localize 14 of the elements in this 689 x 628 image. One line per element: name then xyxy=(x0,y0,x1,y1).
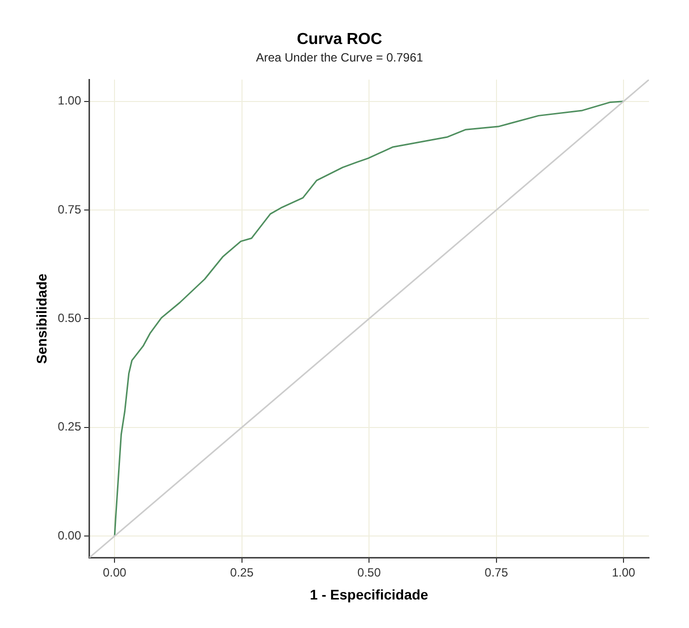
y-tick-label: 0.50 xyxy=(58,311,82,326)
y-tick-label: 0.25 xyxy=(58,420,82,434)
x-axis-title: 1 - Especificidade xyxy=(310,586,428,602)
x-tick-label: 1.00 xyxy=(612,565,636,580)
y-axis-title: Sensibilidade xyxy=(33,273,50,364)
x-tick-label: 0.25 xyxy=(230,565,254,580)
chart-subtitle: Area Under the Curve = 0.7961 xyxy=(256,50,424,65)
x-tick-label: 0.00 xyxy=(102,565,127,580)
chart-title: Curva ROC xyxy=(296,31,383,48)
y-tick-label: 0.75 xyxy=(58,202,82,216)
y-tick-label: 1.00 xyxy=(58,94,82,108)
x-tick-label: 0.50 xyxy=(357,565,382,580)
y-tick-label: 0.00 xyxy=(58,528,82,542)
x-tick-label: 0.75 xyxy=(484,565,508,580)
